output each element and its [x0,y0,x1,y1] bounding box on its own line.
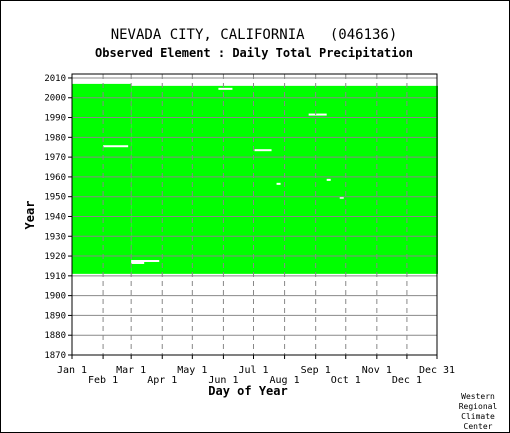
credit-line: Climate [461,412,495,421]
observed-layer [72,83,439,274]
x-tick-label-upper: May 1 [177,365,207,376]
y-tick-labels: 1870 1880 1890 1900 1910 1920 1930 1940 1950 1960… [44,74,72,361]
y-tick-label: 1980 [44,133,66,143]
observed-block-0 [72,83,132,274]
missing-segment [131,260,160,263]
x-tick-label-lower: Jun 1 [208,375,238,386]
y-tick-label: 1970 [44,153,66,163]
missing-segment [218,87,233,90]
y-tick-label: 1900 [44,292,66,302]
y-tick-label: 2000 [44,94,66,104]
missing-segment [103,145,129,148]
y-tick-label: 1870 [44,351,66,361]
y-tick-label: 1910 [44,272,66,282]
missing-segment [339,196,344,199]
chart-subtitle: Observed Element : Daily Total Precipita… [95,46,413,60]
credit-line: Center [464,422,493,431]
x-tick-label-upper: Jan 1 [57,365,87,376]
y-tick-label: 1960 [44,173,66,183]
y-tick-label: 1950 [44,193,66,203]
x-tick-label-lower: Dec 1 [392,375,422,386]
x-tick-label-lower: Aug 1 [270,375,300,386]
credit-line: Regional [459,402,498,411]
x-tick-label-lower: Oct 1 [331,375,361,386]
missing-segment [131,261,145,264]
x-tick-label-lower: Apr 1 [147,375,177,386]
x-tick-label-upper: Nov 1 [362,365,392,376]
missing-segment [254,149,272,152]
credit-line: Western [461,392,495,401]
y-tick-label: 1890 [44,311,66,321]
missing-segment [326,178,331,181]
x-tick-label-upper: Dec 31 [419,365,455,376]
y-tick-label: 1920 [44,252,66,262]
x-tick-labels: Jan 1 Mar 1 May 1 Jul 1 Sep 1 Nov 1 Dec 31 Feb … [57,355,455,386]
x-axis-label: Day of Year [208,384,287,398]
y-tick-label: 1990 [44,114,66,124]
x-tick-label-lower: Feb 1 [88,375,118,386]
y-tick-label: 1940 [44,212,66,222]
x-tick-label-upper: Jul 1 [238,365,268,376]
missing-segment [308,113,327,116]
y-tick-label: 1930 [44,232,66,242]
y-tick-label: 1880 [44,331,66,341]
x-tick-label-upper: Mar 1 [116,365,146,376]
y-axis-label: Year [23,201,37,230]
missing-segment [276,182,281,185]
plot-border [71,73,438,356]
missing-layer [103,87,344,264]
x-tick-label-upper: Sep 1 [301,365,331,376]
chart-title: NEVADA CITY, CALIFORNIA (046136) [111,27,398,43]
y-tick-label: 2010 [44,74,66,84]
